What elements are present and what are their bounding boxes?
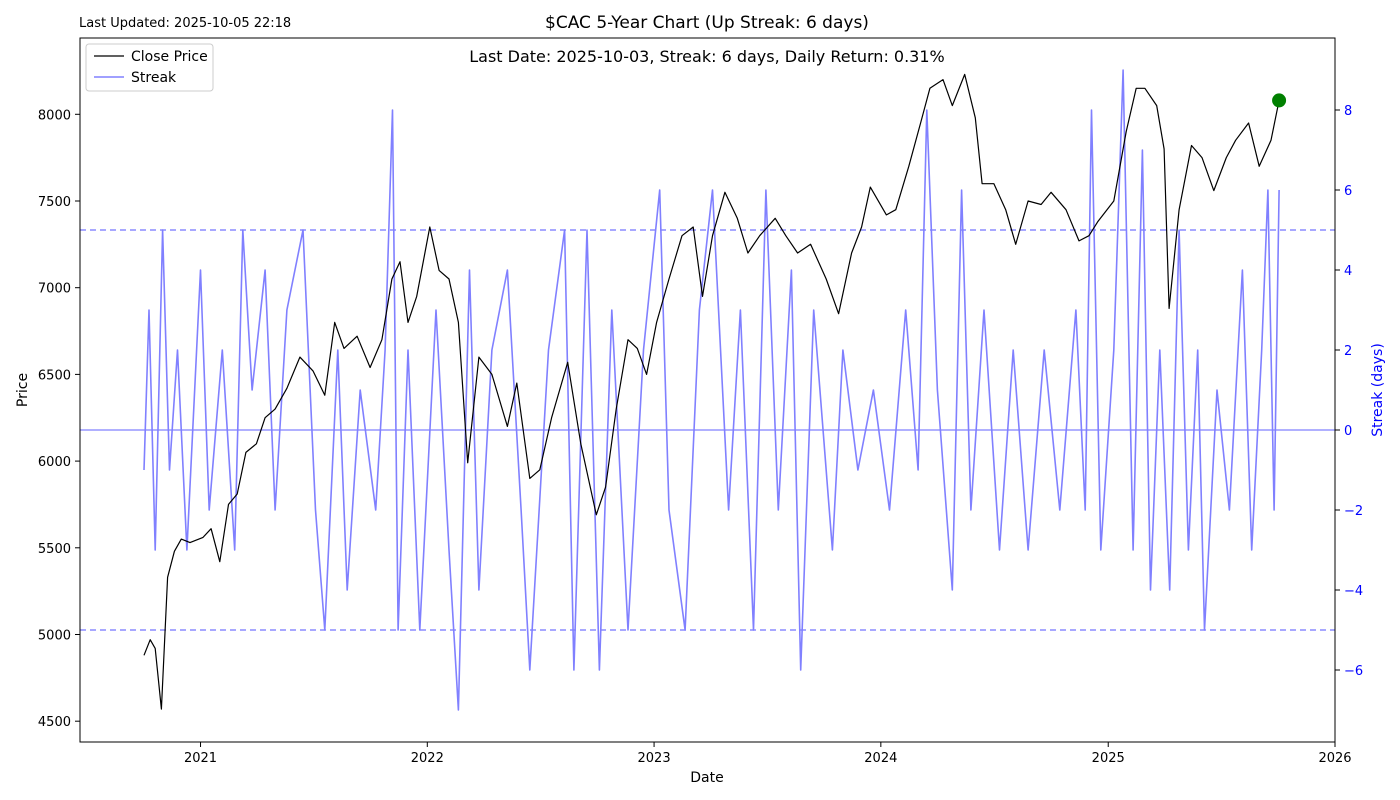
y2-tick-label: 0 [1344, 424, 1352, 439]
chart-subtitle: Last Date: 2025-10-03, Streak: 6 days, D… [469, 47, 945, 66]
plot-area [80, 38, 1335, 742]
legend: Close Price Streak [85, 43, 214, 92]
y-tick-label: 6500 [38, 368, 71, 383]
x-axis-label: Date [690, 770, 723, 786]
plot-background [80, 38, 1335, 742]
legend-label-streak: Streak [131, 70, 177, 86]
last-updated-text: Last Updated: 2025-10-05 22:18 [79, 16, 291, 31]
legend-label-close-price: Close Price [131, 49, 208, 65]
plot-frame [79, 37, 1336, 743]
y-tick-label: 5500 [38, 542, 71, 557]
y2-tick-label: −6 [1344, 664, 1363, 679]
streak-line [143, 69, 1280, 711]
close-price-line [143, 73, 1280, 710]
last-close-marker [1272, 93, 1287, 108]
x-tick-label: 2026 [1318, 751, 1351, 766]
streak-series [143, 69, 1280, 711]
last-point-layer [1272, 93, 1287, 108]
y2-tick-label: 4 [1344, 264, 1352, 279]
axes: 2021 2022 2023 2024 2025 2026 4500 5000 5500 6000… [38, 37, 1363, 766]
y-axis-label: Price [15, 373, 31, 407]
y2-tick-label: −4 [1344, 584, 1363, 599]
chart-title: $CAC 5-Year Chart (Up Streak: 6 days) [545, 13, 869, 33]
y-tick-label: 8000 [38, 108, 71, 123]
y2-axis-label: Streak (days) [1370, 343, 1386, 437]
x-tick-label: 2024 [864, 751, 897, 766]
y2-tick-label: −2 [1344, 504, 1363, 519]
y-tick-label: 7000 [38, 282, 71, 297]
y-tick-label: 6000 [38, 455, 71, 470]
x-tick-label: 2023 [638, 751, 671, 766]
x-tick-label: 2021 [184, 751, 217, 766]
y2-tick-label: 2 [1344, 344, 1352, 359]
price-series [143, 73, 1280, 710]
y-tick-label: 5000 [38, 628, 71, 643]
y-tick-label: 4500 [38, 715, 71, 730]
x-tick-label: 2025 [1092, 751, 1125, 766]
y-tick-label: 7500 [38, 195, 71, 210]
y2-tick-label: 8 [1344, 104, 1352, 119]
x-tick-label: 2022 [411, 751, 444, 766]
y2-tick-label: 6 [1344, 184, 1352, 199]
